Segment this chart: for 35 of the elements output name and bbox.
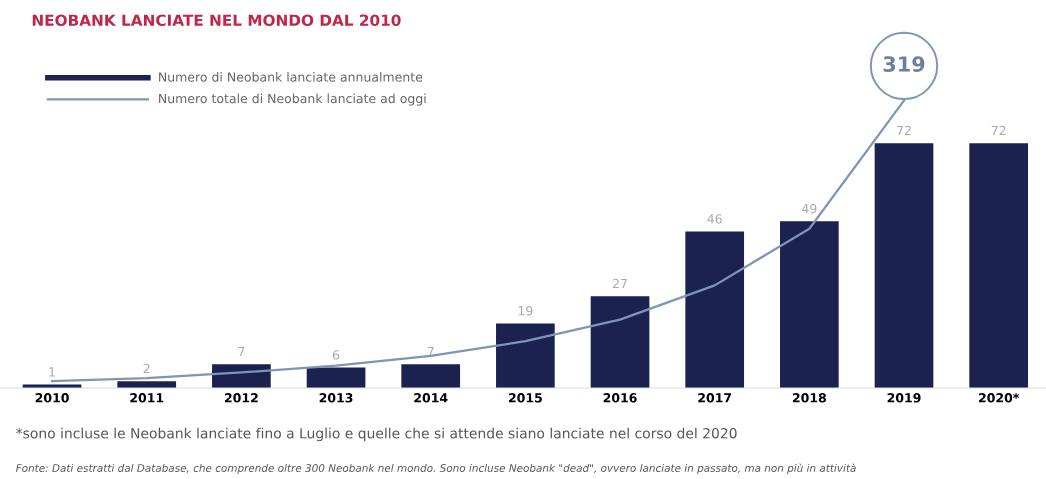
bar — [874, 143, 934, 388]
bar — [685, 231, 745, 388]
text: Numero di Neobank lanciate annualmente — [159, 72, 423, 82]
data-label: 72 — [897, 125, 911, 136]
text: Numero totale di Neobank lanciate ad oggi — [159, 93, 426, 106]
bar — [590, 296, 650, 388]
text: 319 — [883, 56, 925, 72]
chart-title: NEOBANK LANCIATE NEL MONDO DAL 2010 — [32, 14, 401, 26]
x-tick-label: 2012 — [224, 393, 258, 403]
x-tick-label: 2010 — [35, 393, 69, 403]
x-tick-label: 2017 — [698, 393, 732, 403]
bar — [780, 221, 839, 388]
bar — [969, 143, 1029, 388]
x-tick-label: 2014 — [414, 393, 448, 403]
data-label: 7 — [238, 346, 245, 357]
data-label: 1 — [49, 367, 55, 377]
x-tick-label: 2013 — [319, 393, 353, 403]
data-label: 19 — [518, 305, 533, 316]
x-tick-label: 2018 — [792, 393, 826, 403]
bar — [496, 323, 555, 388]
x-tick-label: 2011 — [130, 393, 164, 403]
data-label: 46 — [707, 214, 722, 224]
data-label: 49 — [802, 203, 817, 214]
bar — [306, 367, 366, 388]
data-label: 6 — [332, 350, 340, 360]
data-label: 27 — [612, 278, 627, 289]
text: *sono incluse le Neobank lanciate fino a Luglio e quelle che si attende siano lanciate nel corso del 2020 — [16, 427, 737, 442]
x-tick-label: 2019 — [887, 393, 921, 403]
data-label: 72 — [991, 125, 1006, 136]
data-label: 2 — [143, 363, 150, 374]
source-note: Fonte: Dati estratti dal Database, che comprende oltre 300 Neobank nel mondo. Sono incluse Neobank "dead", ovvero lanciate in passato, ma non più in attività — [15, 463, 856, 474]
bar — [401, 364, 461, 388]
x-tick-label: 2020* — [978, 393, 1020, 403]
x-tick-label: 2016 — [603, 393, 637, 403]
x-tick-label: 2015 — [508, 393, 542, 403]
